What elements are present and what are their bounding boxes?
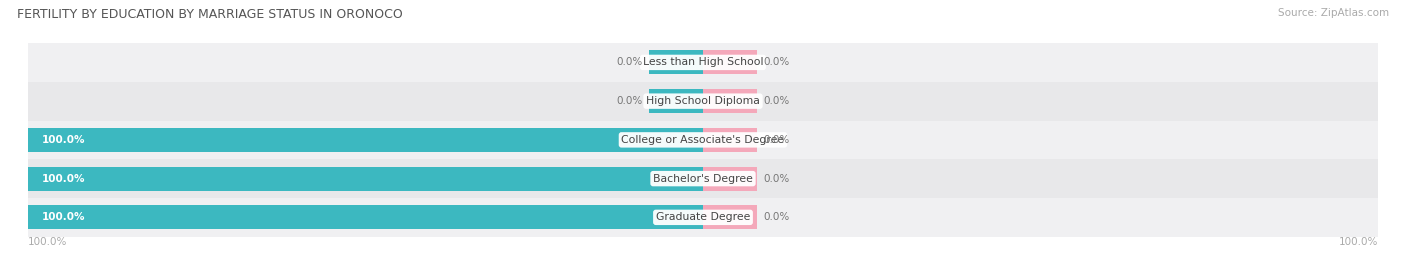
- Text: 100.0%: 100.0%: [42, 212, 86, 222]
- Text: Less than High School: Less than High School: [643, 57, 763, 68]
- Text: Graduate Degree: Graduate Degree: [655, 212, 751, 222]
- Text: 100.0%: 100.0%: [42, 174, 86, 184]
- Bar: [703, 89, 756, 113]
- Text: 100.0%: 100.0%: [1339, 238, 1378, 247]
- Text: 0.0%: 0.0%: [616, 96, 643, 106]
- Bar: [28, 43, 1378, 82]
- Text: Source: ZipAtlas.com: Source: ZipAtlas.com: [1278, 8, 1389, 18]
- Bar: [703, 50, 756, 75]
- Bar: [703, 167, 756, 191]
- Bar: [650, 50, 703, 75]
- Text: 0.0%: 0.0%: [763, 135, 790, 145]
- Bar: [28, 128, 703, 152]
- Text: 0.0%: 0.0%: [763, 212, 790, 222]
- Text: 0.0%: 0.0%: [763, 57, 790, 68]
- Text: 0.0%: 0.0%: [763, 174, 790, 184]
- Bar: [28, 159, 1378, 198]
- Bar: [28, 167, 703, 191]
- Text: High School Diploma: High School Diploma: [647, 96, 759, 106]
- Bar: [703, 128, 756, 152]
- Bar: [28, 121, 1378, 159]
- Bar: [28, 82, 1378, 121]
- Text: 0.0%: 0.0%: [616, 57, 643, 68]
- Text: 100.0%: 100.0%: [28, 238, 67, 247]
- Bar: [703, 205, 756, 229]
- Text: 0.0%: 0.0%: [763, 96, 790, 106]
- Text: Bachelor's Degree: Bachelor's Degree: [652, 174, 754, 184]
- Bar: [28, 198, 1378, 237]
- Bar: [28, 205, 703, 229]
- Bar: [650, 89, 703, 113]
- Text: College or Associate's Degree: College or Associate's Degree: [621, 135, 785, 145]
- Text: 100.0%: 100.0%: [42, 135, 86, 145]
- Text: FERTILITY BY EDUCATION BY MARRIAGE STATUS IN ORONOCO: FERTILITY BY EDUCATION BY MARRIAGE STATU…: [17, 8, 402, 21]
